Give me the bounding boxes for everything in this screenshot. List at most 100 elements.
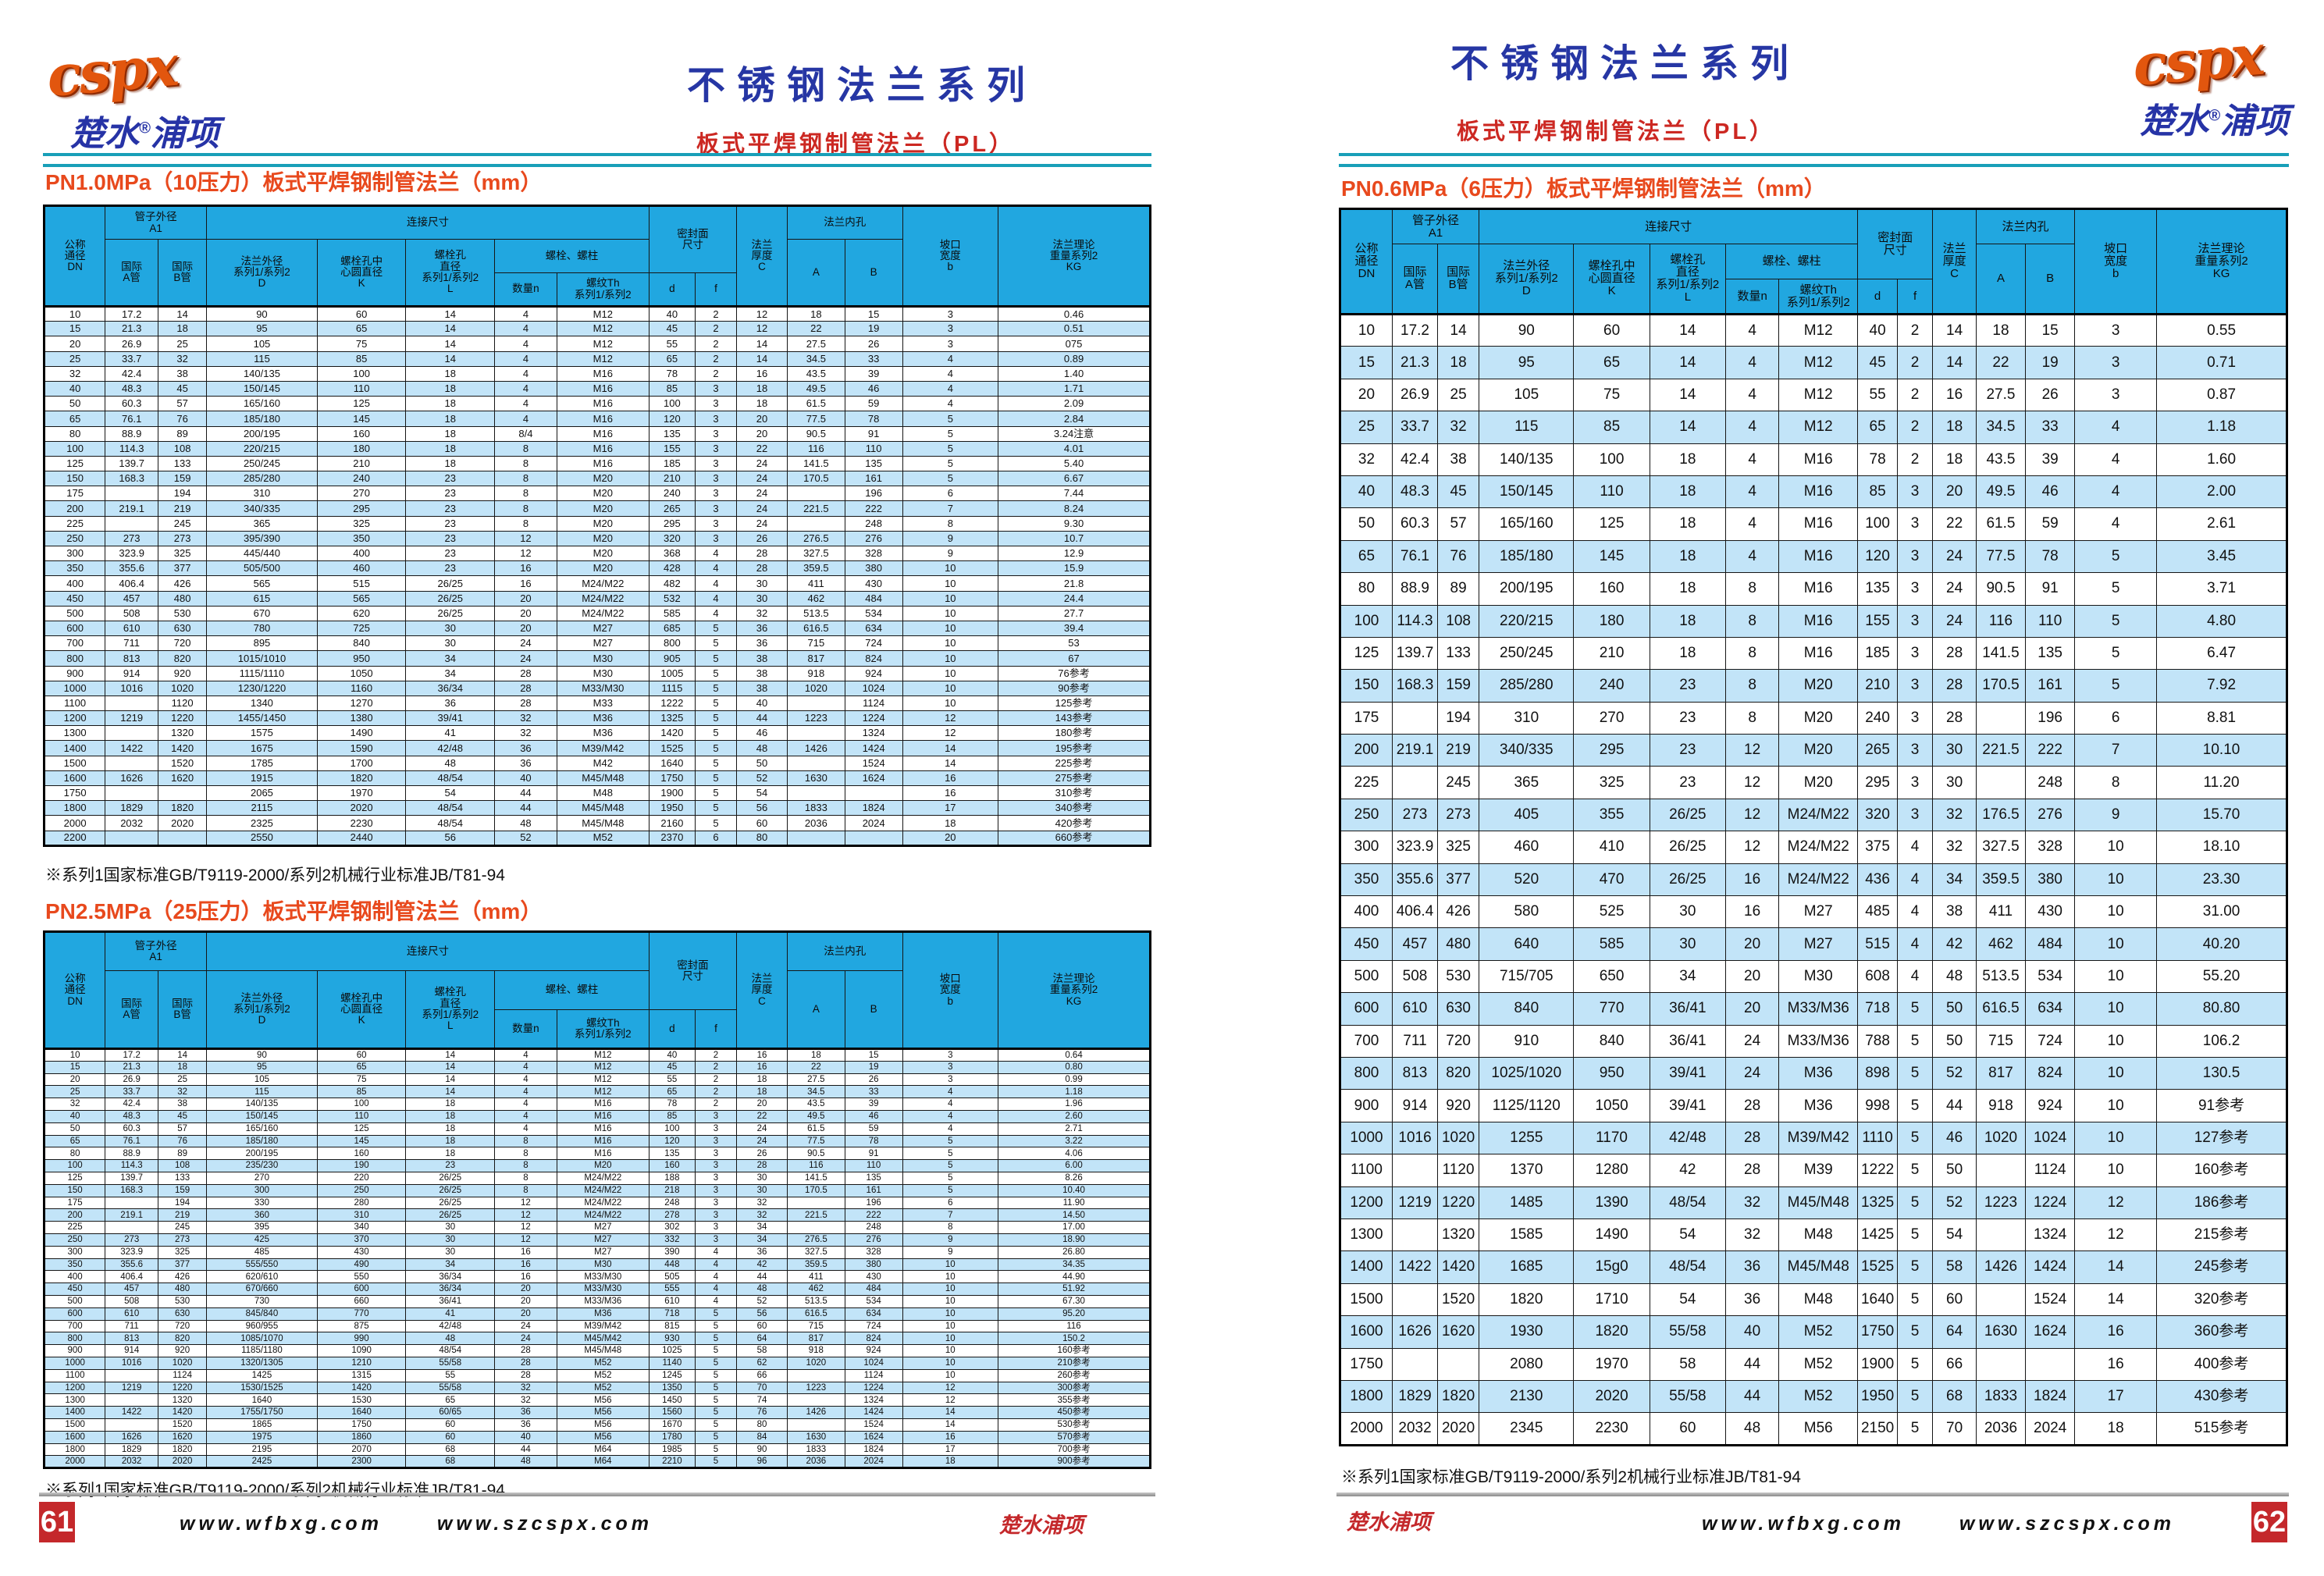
table-cell: 10 — [2074, 1056, 2158, 1090]
table-cell: 24 — [736, 1122, 788, 1136]
table-cell: 108 — [158, 440, 208, 457]
table-cell: 39 — [844, 365, 903, 382]
table-cell: 2 — [694, 336, 738, 352]
table-row: 20 26.9 25 105 75 14 4 M12 55 2 14 27.5 26 3 075 — [43, 336, 1151, 352]
table-cell: 125 — [316, 396, 407, 412]
table-cell: 170.5 — [1975, 669, 2027, 703]
table-cell: 15 — [43, 321, 106, 337]
table-cell: 32 — [1932, 798, 1977, 832]
table-cell: 1500 — [1340, 1283, 1393, 1317]
table-cell: 3 — [694, 380, 738, 397]
table-cell: 66 — [736, 1368, 788, 1382]
table-cell: 32 — [494, 725, 557, 742]
table-cell: 4 — [494, 380, 557, 397]
table-cell: 0.71 — [2156, 346, 2287, 379]
table-cell: 245 — [158, 515, 208, 532]
table-cell: 12 — [1724, 831, 1780, 864]
table-cell: 310 — [1479, 701, 1575, 735]
table-cell: M12 — [556, 336, 650, 352]
table-cell: 260参考 — [998, 1368, 1151, 1382]
table-cell: 1755/1750 — [206, 1406, 318, 1419]
table-cell: 1170 — [1573, 1121, 1650, 1155]
table-cell: 20 — [736, 411, 788, 427]
table-cell: 410 — [1573, 831, 1650, 864]
table-cell: 1750 — [1857, 1315, 1898, 1349]
table-cell: 4 — [1724, 411, 1780, 444]
table-cell: 10 — [1340, 313, 1393, 347]
table-cell: 33 — [2025, 411, 2076, 444]
table-cell: M24/M22 — [556, 605, 650, 621]
table-cell: 32 — [43, 365, 106, 382]
table-cell: 70 — [736, 1381, 788, 1395]
table-cell: 5 — [694, 1418, 738, 1432]
table-cell: 5 — [694, 800, 738, 816]
table-cell: 15.70 — [2156, 798, 2287, 832]
table-cell: 10 — [2074, 992, 2158, 1026]
table-cell: 1520 — [1437, 1283, 1480, 1317]
table-cell: 1300 — [1340, 1218, 1393, 1252]
table-cell: 285/280 — [1479, 669, 1575, 703]
table-cell: 23 — [1649, 766, 1727, 799]
table-cell: 1800 — [43, 800, 106, 816]
table-cell: 16 — [736, 1060, 788, 1074]
table-cell: 36/34 — [405, 1283, 496, 1296]
table-row: 1200 1219 1220 1455/1450 1380 39/41 32 M36 1325 5… — [43, 710, 1151, 727]
column-header: 公称 通径 DN — [1340, 208, 1393, 315]
table-cell: 250 — [43, 530, 106, 547]
table-cell: 12.9 — [998, 545, 1151, 562]
standards-note-1: ※系列1国家标准GB/T9119-2000/系列2机械行业标准JB/T81-94 — [45, 866, 505, 884]
table-cell: M16 — [556, 396, 650, 412]
table-cell: 2440 — [316, 830, 407, 846]
table-cell: 600 — [316, 1283, 407, 1296]
table-cell: M52 — [556, 830, 650, 846]
cspx-logo-icon-right: cspx — [2130, 20, 2265, 99]
table-cell: 40 — [736, 695, 788, 712]
table-cell: 61.5 — [786, 396, 845, 412]
table-cell: 400 — [316, 545, 407, 562]
table-cell: 250 — [316, 1183, 407, 1197]
table-cell: 3.22 — [998, 1134, 1151, 1148]
table-cell: 320 — [648, 530, 696, 547]
table-cell: 2065 — [206, 784, 318, 802]
table-cell: 17 — [902, 1443, 999, 1457]
table-cell: 36/41 — [405, 1294, 496, 1308]
table-cell: 20 — [494, 1283, 557, 1296]
table-cell: M16 — [1778, 572, 1859, 606]
table-cell: 4 — [1896, 863, 1934, 897]
table-cell: 1016 — [1391, 1121, 1439, 1155]
table-cell: 295 — [1573, 734, 1650, 767]
table-cell — [786, 1418, 845, 1432]
table-cell: 460 — [1479, 831, 1575, 864]
table-cell: 65 — [405, 1393, 496, 1407]
table-cell: 377 — [158, 1258, 208, 1272]
table-cell: 14 — [405, 305, 496, 322]
table-cell: 34 — [736, 1233, 788, 1247]
table-cell: 5 — [1896, 1283, 1934, 1317]
table-cell: 150/145 — [1479, 475, 1575, 509]
column-header: d — [648, 1009, 696, 1049]
column-header: 密封面 尺寸 — [648, 205, 738, 273]
table-cell: 1455/1450 — [206, 710, 318, 727]
table-cell: 85 — [316, 350, 407, 367]
table-cell: 30 — [736, 1183, 788, 1197]
table-cell: 115 — [206, 350, 318, 367]
right-footer-urls: www.wfbxg.com www.szcspx.com — [1702, 1513, 2230, 1535]
table-cell: 196 — [844, 1196, 903, 1210]
table-cell: 78 — [648, 365, 696, 382]
table-cell: 725 — [316, 620, 407, 637]
table-cell: 42/48 — [405, 740, 496, 756]
table-cell: 1524 — [2025, 1283, 2076, 1317]
table-cell: 133 — [1437, 636, 1480, 671]
table-cell: 325 — [158, 1245, 208, 1259]
table-cell: 2.71 — [998, 1122, 1151, 1136]
table-cell: 16 — [736, 1048, 788, 1062]
table-cell: 18 — [405, 396, 496, 412]
table-cell: 585 — [1573, 927, 1650, 961]
table-cell: 141.5 — [786, 1171, 845, 1185]
table-cell: 68 — [405, 1443, 496, 1457]
table-cell: 918 — [1975, 1089, 2027, 1122]
table-cell: 14 — [1649, 411, 1727, 444]
table-cell: 500 — [43, 605, 106, 621]
table-cell — [1391, 1347, 1439, 1381]
table-cell: 8 — [494, 1147, 557, 1161]
